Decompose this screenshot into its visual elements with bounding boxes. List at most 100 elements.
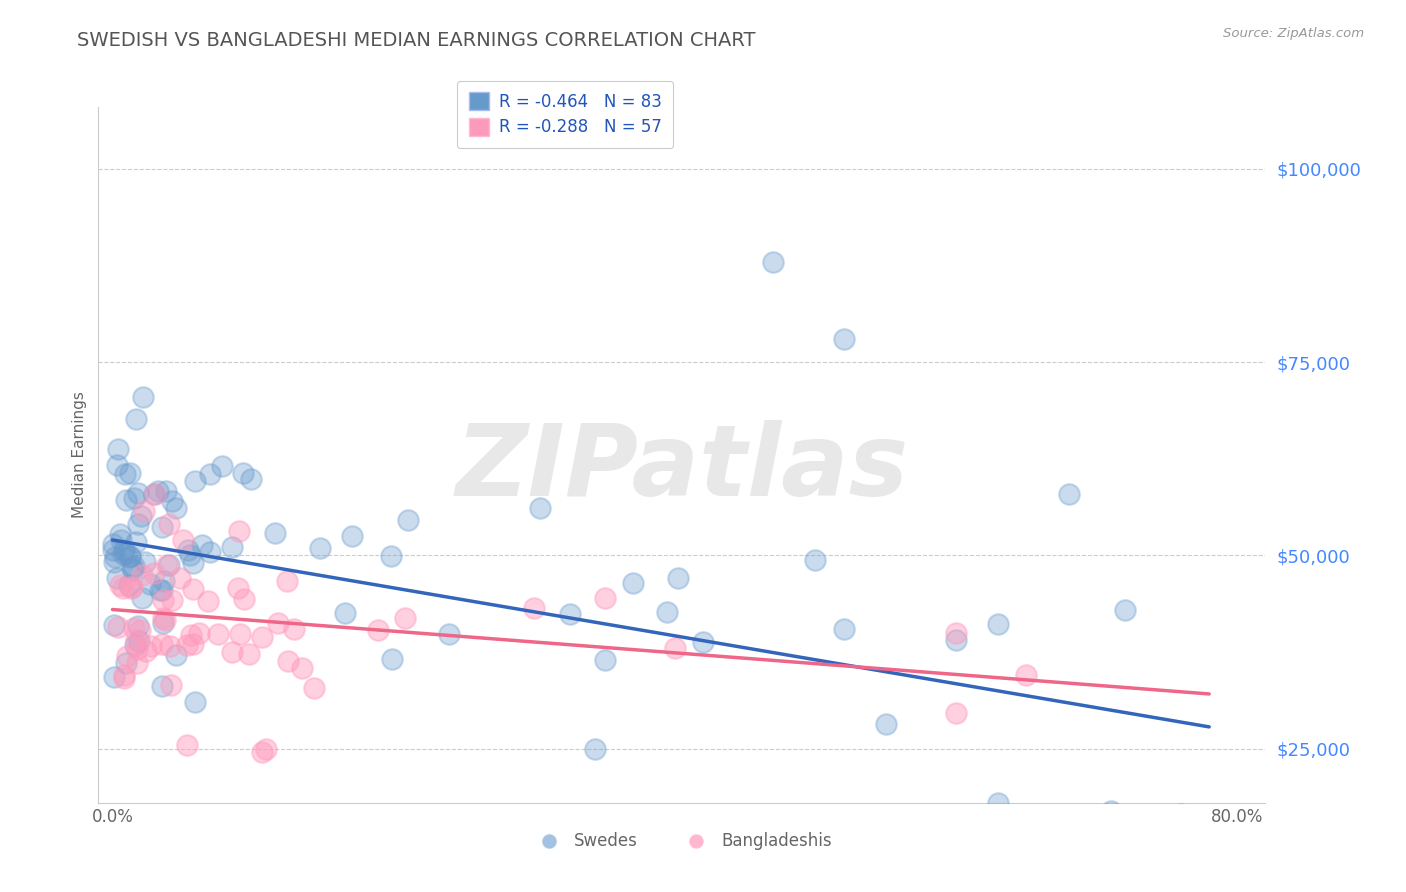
Point — [139, 639, 162, 653]
Point — [804, 552, 827, 566]
Point — [121, 580, 143, 594]
Point — [232, 466, 254, 480]
Point — [118, 466, 141, 480]
Point — [122, 559, 145, 574]
Point — [593, 653, 616, 667]
Point — [333, 607, 356, 621]
Point — [1170, 807, 1192, 822]
Point — [394, 610, 416, 624]
Point — [283, 622, 305, 636]
Point — [101, 536, 124, 550]
Point — [159, 678, 181, 692]
Point — [987, 616, 1010, 631]
Point — [129, 509, 152, 524]
Point — [621, 575, 644, 590]
Point — [177, 543, 200, 558]
Point — [832, 622, 855, 636]
Point — [583, 742, 606, 756]
Point — [150, 582, 173, 597]
Point — [103, 617, 125, 632]
Point — [987, 796, 1010, 810]
Point — [118, 578, 141, 592]
Point — [131, 591, 153, 606]
Point — [111, 581, 134, 595]
Point — [124, 622, 146, 636]
Point — [122, 562, 145, 576]
Point — [153, 613, 176, 627]
Point — [115, 649, 138, 664]
Point — [381, 652, 404, 666]
Point — [762, 254, 785, 268]
Point — [118, 549, 141, 564]
Point — [380, 549, 402, 563]
Point — [179, 548, 201, 562]
Point — [664, 641, 686, 656]
Point — [180, 628, 202, 642]
Point — [277, 655, 299, 669]
Point — [266, 615, 288, 630]
Point — [254, 742, 277, 756]
Point — [152, 611, 174, 625]
Point — [157, 558, 180, 573]
Point — [221, 645, 243, 659]
Point — [112, 672, 135, 686]
Point — [114, 657, 136, 671]
Point — [176, 638, 198, 652]
Point — [104, 549, 127, 564]
Point — [165, 648, 187, 662]
Point — [367, 623, 389, 637]
Point — [263, 526, 285, 541]
Point — [108, 578, 131, 592]
Point — [250, 745, 273, 759]
Point — [134, 555, 156, 569]
Point — [149, 583, 172, 598]
Point — [125, 632, 148, 647]
Point — [396, 513, 419, 527]
Point — [103, 555, 125, 569]
Point — [276, 574, 298, 588]
Point — [169, 571, 191, 585]
Point — [101, 542, 124, 557]
Point — [150, 637, 173, 651]
Point — [558, 607, 581, 621]
Point — [226, 581, 249, 595]
Point — [124, 535, 146, 549]
Point — [692, 634, 714, 648]
Point — [1099, 804, 1122, 818]
Point — [112, 547, 135, 561]
Point — [228, 524, 250, 538]
Point — [142, 566, 165, 581]
Point — [125, 656, 148, 670]
Point — [832, 332, 855, 346]
Point — [112, 667, 135, 681]
Point — [197, 593, 219, 607]
Point — [107, 442, 129, 457]
Point — [211, 458, 233, 473]
Point — [160, 494, 183, 508]
Point — [150, 679, 173, 693]
Point — [153, 574, 176, 588]
Point — [172, 533, 194, 547]
Point — [183, 582, 205, 597]
Point — [945, 625, 967, 640]
Point — [125, 641, 148, 656]
Point — [157, 517, 180, 532]
Point — [139, 577, 162, 591]
Point — [132, 390, 155, 404]
Point — [184, 695, 207, 709]
Point — [221, 541, 243, 555]
Point — [291, 661, 314, 675]
Point — [107, 620, 129, 634]
Point — [176, 738, 198, 752]
Point — [105, 458, 128, 473]
Text: Source: ZipAtlas.com: Source: ZipAtlas.com — [1223, 27, 1364, 40]
Point — [110, 533, 132, 547]
Point — [148, 483, 170, 498]
Point — [207, 627, 229, 641]
Point — [228, 626, 250, 640]
Point — [342, 528, 364, 542]
Point — [124, 638, 146, 652]
Point — [120, 582, 142, 596]
Point — [124, 491, 146, 505]
Point — [181, 556, 204, 570]
